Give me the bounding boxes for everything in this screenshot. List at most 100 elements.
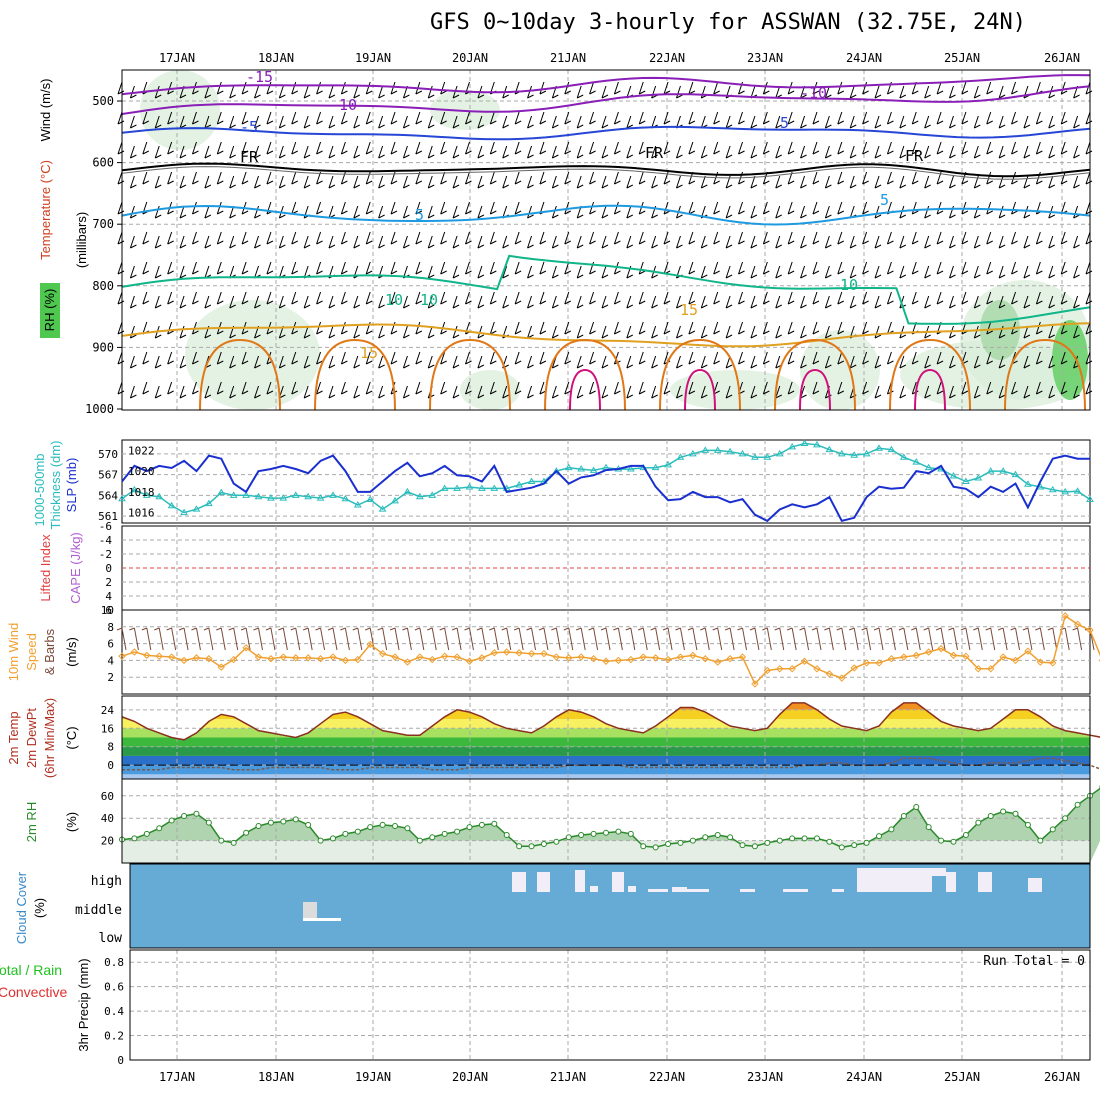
- wind-barb-flag: [800, 124, 807, 129]
- wind-barb: [849, 175, 857, 189]
- wind-barb: [750, 145, 758, 159]
- wind-barb: [154, 205, 162, 219]
- wind10-barb: [724, 627, 735, 651]
- wind-barb-shaft: [713, 111, 719, 125]
- wind-barb-shaft: [812, 231, 818, 245]
- wind-barb-shaft: [824, 115, 830, 129]
- wind-barb-shaft: [142, 171, 148, 185]
- wind-barb: [1048, 355, 1055, 369]
- wind-barb-flag: [688, 270, 696, 275]
- wind-barb-flag: [179, 394, 187, 399]
- wind10-barb: [501, 627, 512, 651]
- wind-barb-flag: [465, 270, 472, 275]
- wind-barb: [154, 115, 162, 129]
- wind-barb-flag: [899, 394, 907, 399]
- wind-barb-shaft: [738, 351, 743, 365]
- wind-barb: [551, 205, 559, 219]
- wind-barb-shaft: [378, 325, 384, 339]
- wind-barb-shaft: [812, 261, 818, 275]
- time-label-bottom: 22JAN: [649, 1070, 685, 1084]
- wind-barb-flag: [341, 390, 348, 395]
- wind10-barb-shaft: [580, 627, 586, 651]
- wind-barb-shaft: [911, 111, 917, 125]
- wind-barb: [1023, 325, 1031, 339]
- wind10-point: [788, 665, 796, 673]
- wind10-point: [689, 651, 697, 660]
- rh-point: [838, 844, 845, 851]
- wind-barb-shaft: [762, 381, 768, 395]
- wind-barb-flag: [490, 150, 497, 155]
- wind-barb: [738, 141, 745, 155]
- wind-barb-flag: [601, 334, 609, 339]
- wind-barb: [489, 171, 497, 185]
- wind-barb: [316, 171, 323, 185]
- wind-barb-shaft: [402, 385, 408, 399]
- wind-barb: [998, 175, 1006, 189]
- wind-barb-shaft: [328, 85, 334, 99]
- wind-barb-shaft: [365, 291, 371, 305]
- wind-barb: [502, 145, 509, 159]
- wind-barb-flag: [663, 330, 671, 335]
- wind-barb-flag: [899, 184, 907, 189]
- wind-barb: [328, 85, 336, 99]
- rh-point: [962, 832, 969, 838]
- wind-barb-shaft: [601, 295, 607, 309]
- wind-barb-flag: [192, 330, 199, 335]
- wind-barb-shaft: [700, 85, 706, 99]
- wind10-barb-flag: [129, 627, 135, 631]
- wind-barb-flag: [974, 364, 981, 369]
- wind10-barb-flag: [935, 627, 942, 631]
- wind-barb-flag: [378, 364, 385, 369]
- wind-barb-flag: [837, 90, 845, 95]
- wind-barb-flag: [1011, 270, 1018, 275]
- wind-barb-flag: [142, 300, 150, 305]
- wind-barb: [775, 265, 782, 279]
- wind-barb-flag: [701, 394, 708, 399]
- wind10-barb: [141, 627, 152, 651]
- wind-barb-shaft: [216, 111, 222, 125]
- rh-point: [280, 818, 287, 825]
- wind10-barb-shaft: [406, 627, 412, 651]
- wind-barb-flag: [601, 154, 609, 159]
- rh-panel-frame: [121, 778, 1091, 864]
- wind-barb-flag: [912, 90, 919, 95]
- wind-barb-flag: [428, 124, 435, 129]
- wind-barb-shaft: [1035, 381, 1041, 395]
- wind-barb-shaft: [167, 141, 173, 155]
- wind-barb-shaft: [353, 145, 359, 159]
- wind10-barb-flag: [278, 627, 284, 631]
- wind-barb: [824, 175, 832, 189]
- wind-barb-flag: [676, 214, 683, 219]
- wind10-point: [862, 659, 871, 667]
- wind-barb-flag: [936, 360, 944, 365]
- wind-barb-shaft: [576, 85, 582, 99]
- wind-barb: [700, 295, 708, 309]
- wind-barb-shaft: [1073, 175, 1079, 189]
- wind-barb: [328, 355, 336, 369]
- wind-barb-shaft: [527, 235, 533, 249]
- wind-barb: [204, 295, 212, 309]
- wind-barb: [229, 175, 236, 189]
- wind-barb-shaft: [229, 145, 235, 159]
- wind-barb-shaft: [340, 231, 346, 245]
- wind-barb-flag: [601, 184, 609, 189]
- cloud-bar-high: [946, 872, 956, 892]
- wind10-barb-flag: [216, 627, 222, 631]
- wind-barb-shaft: [1060, 261, 1066, 275]
- wind-barb: [539, 291, 547, 305]
- wind-barb: [1073, 325, 1080, 339]
- wind10-point: [552, 653, 561, 661]
- wind-barb-flag: [229, 364, 236, 369]
- wind-barb-shaft: [117, 291, 123, 305]
- wind-barb-shaft: [738, 141, 743, 155]
- pressure-tick-label: 1000: [85, 402, 114, 416]
- wind-barb-shaft: [787, 231, 793, 245]
- wind-barb-shaft: [700, 355, 706, 369]
- wind-barb-shaft: [700, 265, 706, 279]
- wind-barb-flag: [775, 124, 782, 129]
- wind-barb-flag: [204, 334, 212, 339]
- wind-barb-shaft: [229, 385, 235, 399]
- wind-barb-flag: [341, 90, 348, 95]
- wind-barb-flag: [365, 270, 373, 275]
- wind-barb-shaft: [216, 381, 222, 395]
